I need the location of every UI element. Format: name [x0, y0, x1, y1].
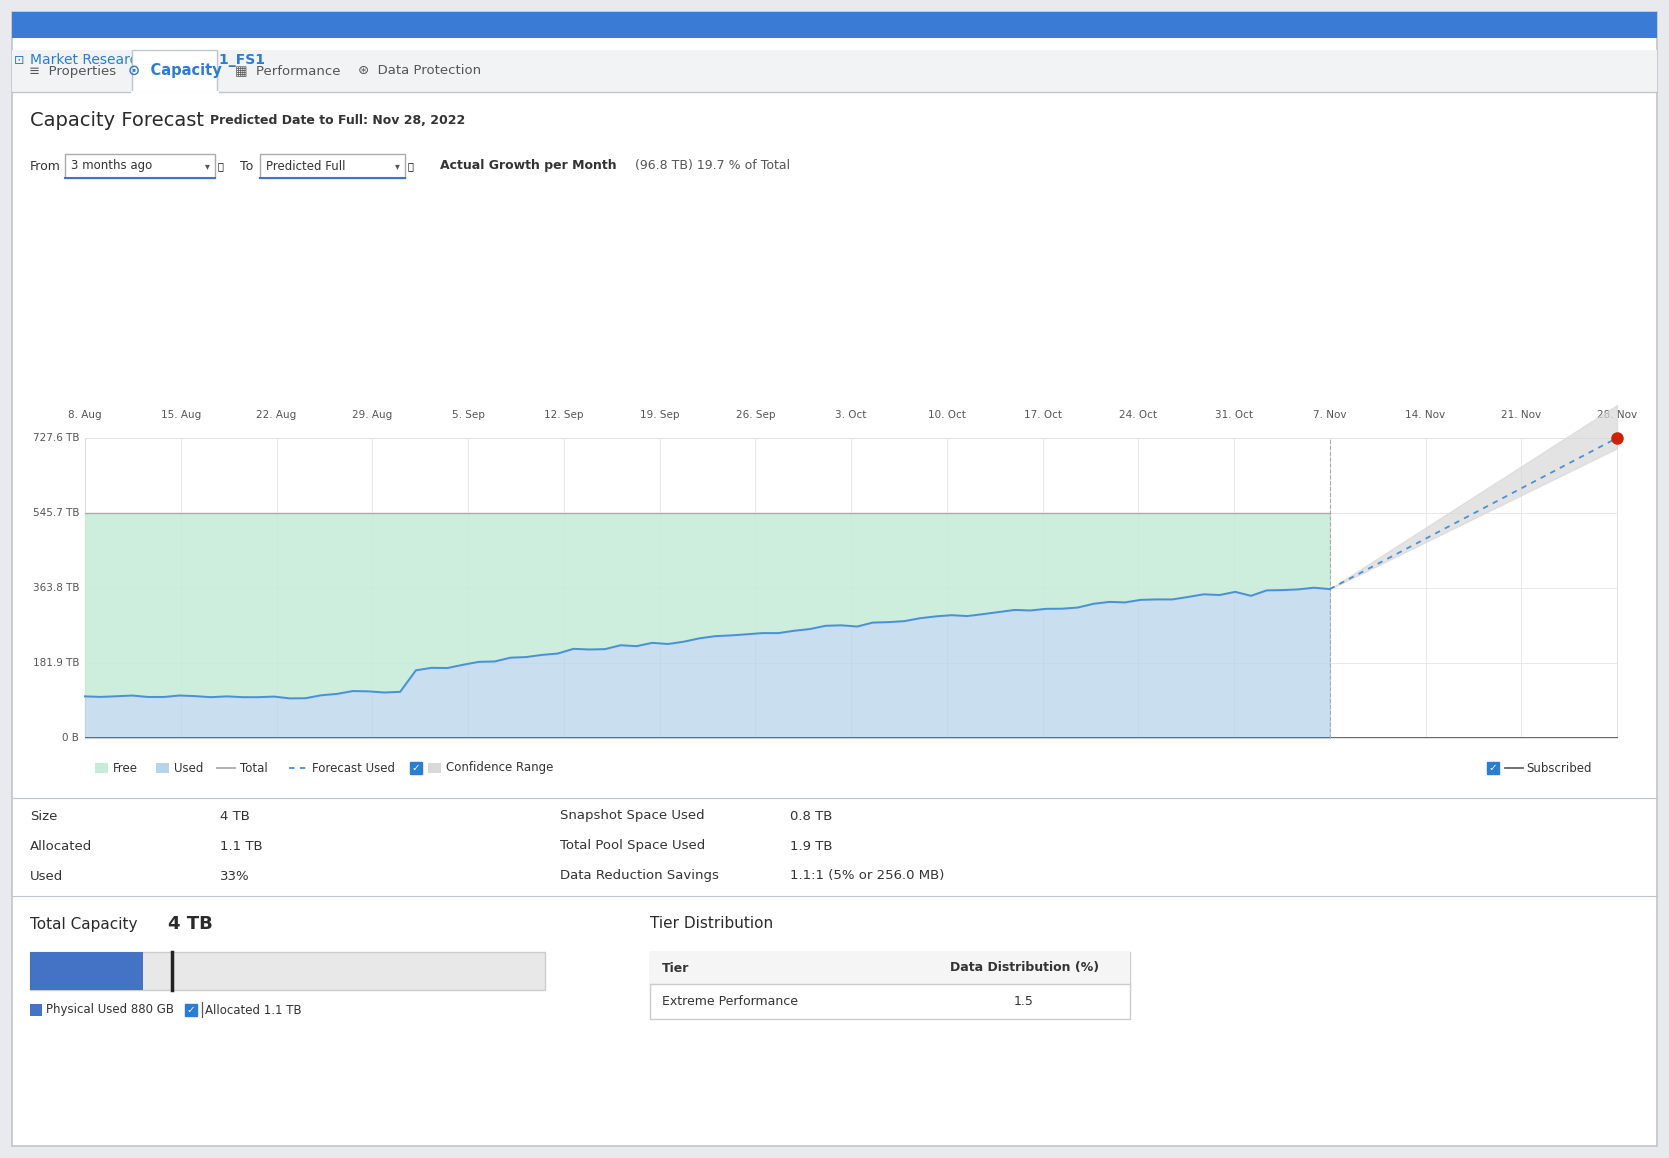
Bar — [30, 952, 144, 990]
Text: 15. Aug: 15. Aug — [160, 410, 200, 420]
Text: 22. Aug: 22. Aug — [257, 410, 297, 420]
Bar — [30, 952, 546, 990]
Text: 545.7 TB: 545.7 TB — [32, 508, 78, 518]
Text: 4 TB: 4 TB — [220, 809, 250, 822]
Bar — [429, 763, 441, 774]
Text: Predicted Date to Full: Nov 28, 2022: Predicted Date to Full: Nov 28, 2022 — [210, 115, 466, 127]
Text: Data Reduction Savings: Data Reduction Savings — [561, 870, 719, 882]
Text: 0 B: 0 B — [62, 733, 78, 743]
Text: ✓: ✓ — [412, 763, 421, 774]
Text: ⊛  Data Protection: ⊛ Data Protection — [359, 65, 482, 78]
Bar — [649, 952, 1130, 984]
Bar — [260, 154, 406, 178]
Bar — [65, 154, 215, 178]
Text: 1.9 TB: 1.9 TB — [789, 840, 833, 852]
Text: 4 TB: 4 TB — [169, 915, 212, 933]
Text: 3 months ago: 3 months ago — [72, 160, 152, 173]
Text: 5. Sep: 5. Sep — [452, 410, 484, 420]
Bar — [649, 952, 1130, 1019]
Text: Capacity Forecast: Capacity Forecast — [30, 111, 204, 131]
Text: ▾: ▾ — [205, 161, 210, 171]
Text: ✓: ✓ — [187, 1005, 195, 1016]
Bar — [411, 762, 422, 774]
Text: 3. Oct: 3. Oct — [834, 410, 866, 420]
Text: 8. Aug: 8. Aug — [68, 410, 102, 420]
Text: Market Research: Market Research — [30, 53, 145, 67]
Text: ⊡: ⊡ — [13, 53, 25, 66]
Text: ≡  Properties: ≡ Properties — [28, 65, 117, 78]
Text: Extreme Performance: Extreme Performance — [663, 995, 798, 1007]
Text: Actual Growth per Month: Actual Growth per Month — [441, 160, 616, 173]
Text: Tier: Tier — [663, 961, 689, 975]
Text: 📅: 📅 — [407, 161, 414, 171]
Text: 21. Nov: 21. Nov — [1500, 410, 1540, 420]
Text: 29. Aug: 29. Aug — [352, 410, 392, 420]
Bar — [132, 50, 217, 91]
Text: 33%: 33% — [220, 870, 250, 882]
Text: 727.6 TB: 727.6 TB — [32, 433, 78, 444]
Bar — [12, 50, 1657, 91]
Bar — [12, 12, 1657, 38]
Text: 1.1 TB: 1.1 TB — [220, 840, 262, 852]
Text: Forecast Used: Forecast Used — [312, 762, 394, 775]
Text: ⊙  Capacity: ⊙ Capacity — [127, 64, 222, 79]
Text: 181.9 TB: 181.9 TB — [32, 658, 78, 668]
Text: 363.8 TB: 363.8 TB — [32, 582, 78, 593]
Text: Confidence Range: Confidence Range — [446, 762, 554, 775]
Bar — [30, 1004, 42, 1016]
Text: From: From — [30, 160, 60, 173]
Text: 26. Sep: 26. Sep — [736, 410, 774, 420]
Text: 19. Sep: 19. Sep — [639, 410, 679, 420]
Text: 24. Oct: 24. Oct — [1120, 410, 1157, 420]
Text: Predicted Full: Predicted Full — [265, 160, 345, 173]
Text: ▾: ▾ — [396, 161, 401, 171]
Bar — [85, 438, 1617, 738]
Text: Physical Used 880 GB: Physical Used 880 GB — [47, 1004, 174, 1017]
Text: 7. Nov: 7. Nov — [1314, 410, 1347, 420]
Bar — [95, 763, 108, 774]
Text: ▦  Performance: ▦ Performance — [235, 65, 340, 78]
Text: Free: Free — [113, 762, 139, 775]
Text: Used: Used — [30, 870, 63, 882]
Text: |: | — [199, 1002, 204, 1018]
Text: > MR_Pool1_FS1: > MR_Pool1_FS1 — [132, 53, 265, 67]
Text: Used: Used — [174, 762, 204, 775]
Text: Snapshot Space Used: Snapshot Space Used — [561, 809, 704, 822]
Text: 1.1:1 (5% or 256.0 MB): 1.1:1 (5% or 256.0 MB) — [789, 870, 945, 882]
Text: 14. Nov: 14. Nov — [1405, 410, 1445, 420]
Text: Total Pool Space Used: Total Pool Space Used — [561, 840, 706, 852]
Text: 0.8 TB: 0.8 TB — [789, 809, 833, 822]
Text: 10. Oct: 10. Oct — [928, 410, 966, 420]
Text: Tier Distribution: Tier Distribution — [649, 916, 773, 931]
Text: To: To — [240, 160, 254, 173]
Text: 31. Oct: 31. Oct — [1215, 410, 1253, 420]
Text: Size: Size — [30, 809, 57, 822]
Text: Allocated 1.1 TB: Allocated 1.1 TB — [205, 1004, 302, 1017]
Bar — [1487, 762, 1499, 774]
Text: ✓: ✓ — [1489, 763, 1497, 774]
Text: Total Capacity: Total Capacity — [30, 916, 137, 931]
Text: Subscribed: Subscribed — [1525, 762, 1592, 775]
Text: (96.8 TB) 19.7 % of Total: (96.8 TB) 19.7 % of Total — [634, 160, 789, 173]
Text: Total: Total — [240, 762, 267, 775]
Text: 28. Nov: 28. Nov — [1597, 410, 1637, 420]
Text: Allocated: Allocated — [30, 840, 92, 852]
Text: 17. Oct: 17. Oct — [1023, 410, 1061, 420]
Text: 1.5: 1.5 — [1013, 995, 1033, 1007]
Text: Data Distribution (%): Data Distribution (%) — [950, 961, 1100, 975]
Text: 📅: 📅 — [219, 161, 224, 171]
Bar — [155, 763, 169, 774]
Text: 12. Sep: 12. Sep — [544, 410, 584, 420]
Bar — [185, 1004, 197, 1016]
